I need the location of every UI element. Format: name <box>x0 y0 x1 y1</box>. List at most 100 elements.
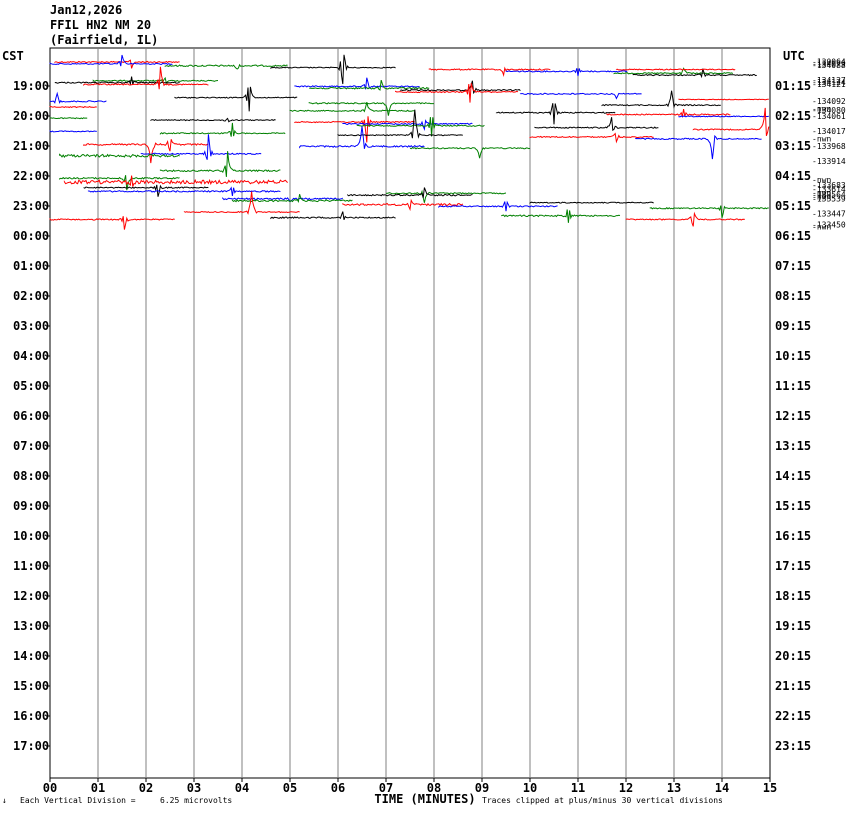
right-hour-label: 03:15 <box>775 139 811 153</box>
x-tick-label: 11 <box>571 781 585 795</box>
right-hour-label: 22:15 <box>775 709 811 723</box>
right-hour-label: 04:15 <box>775 169 811 183</box>
right-annotations: -130064-134079-134088 -134127-134124-1341… <box>812 57 846 231</box>
left-hour-label: 09:00 <box>13 499 49 513</box>
right-hour-label: 07:15 <box>775 259 811 273</box>
trace-line <box>294 116 416 143</box>
x-tick-label: 09 <box>475 781 489 795</box>
trace-line <box>231 194 353 204</box>
right-hour-label: 21:15 <box>775 679 811 693</box>
trace-line <box>428 66 551 77</box>
x-tick-label: 03 <box>187 781 201 795</box>
right-annotation: -130064 <box>812 57 846 66</box>
trace-line <box>649 205 769 219</box>
trace-line <box>270 54 396 85</box>
right-annotation: -133683 <box>812 181 846 190</box>
x-tick-label: 05 <box>283 781 297 795</box>
x-axis-label: TIME (MINUTES) <box>374 792 475 806</box>
right-hour-label: 23:15 <box>775 739 811 753</box>
left-hour-label: 03:00 <box>13 319 49 333</box>
trace-line <box>59 175 180 191</box>
right-annotation: -134061 <box>812 112 846 121</box>
header-location: (Fairfield, IL) <box>50 33 158 47</box>
trace-line <box>534 117 659 132</box>
left-hour-label: 15:00 <box>13 679 49 693</box>
right-annotation: -133450 <box>812 221 846 230</box>
left-hour-label: 11:00 <box>13 559 49 573</box>
trace-line <box>159 122 286 137</box>
trace-line <box>183 191 300 215</box>
trace-line <box>87 186 281 196</box>
trace-line <box>519 92 642 100</box>
right-annotation: -nwn <box>812 104 831 113</box>
footer-division-value: 6.25 microvolts <box>160 796 232 805</box>
trace-line <box>49 91 107 104</box>
left-hour-label: 00:00 <box>13 229 49 243</box>
corner-mark: ↓ <box>2 796 7 805</box>
trace-line <box>606 109 731 119</box>
left-hour-label: 07:00 <box>13 439 49 453</box>
right-hour-label: 11:15 <box>775 379 811 393</box>
right-hour-label: 18:15 <box>775 589 811 603</box>
x-tick-label: 00 <box>43 781 57 795</box>
trace-line <box>615 68 736 71</box>
right-annotation: -nwn <box>812 176 831 185</box>
trace-line <box>174 86 298 112</box>
header-date: Jan12,2026 <box>50 3 122 17</box>
right-hour-label: 14:15 <box>775 469 811 483</box>
right-hour-label: 12:15 <box>775 409 811 423</box>
trace-line <box>54 59 180 69</box>
right-hour-label: 17:15 <box>775 559 811 573</box>
trace-line <box>299 126 425 149</box>
right-hour-label: 02:15 <box>775 109 811 123</box>
trace-line <box>83 139 209 164</box>
left-hour-label: 14:00 <box>13 649 49 663</box>
left-hour-label: 19:00 <box>13 79 49 93</box>
right-annotation: -133968 <box>812 142 846 151</box>
plot-frame <box>49 47 771 779</box>
right-annotation: -133614 <box>812 185 846 194</box>
right-hour-label: 09:15 <box>775 319 811 333</box>
trace-line <box>270 211 396 220</box>
right-annotation: -134124 <box>812 78 846 87</box>
right-annotation: -nwn <box>812 134 831 143</box>
trace-line <box>347 187 473 198</box>
left-hour-label: 20:00 <box>13 109 49 123</box>
right-annotation: -134088 <box>812 61 846 70</box>
trace-line <box>140 134 262 160</box>
trace-line <box>356 117 485 137</box>
grid <box>49 47 771 779</box>
right-annotation: -134080 <box>812 106 846 115</box>
right-annotation: -134092 <box>812 97 846 106</box>
trace-line <box>625 211 745 227</box>
trace-line <box>529 132 654 144</box>
trace-line <box>635 134 762 160</box>
trace-line <box>294 77 420 90</box>
left-hour-label: 10:00 <box>13 529 49 543</box>
x-tick-label: 13 <box>667 781 681 795</box>
right-annotation: -133447 <box>812 209 846 218</box>
right-hour-label: 10:15 <box>775 349 811 363</box>
x-tick-labels: 00 01 02 03 04 05 06 07 08 09 10 11 12 13 14 15 <box>43 778 777 795</box>
x-tick-label: 14 <box>715 781 729 795</box>
trace-line <box>505 68 628 77</box>
left-hour-label: 08:00 <box>13 469 49 483</box>
right-annotation: -133564 <box>812 191 846 200</box>
left-hour-label: 02:00 <box>13 289 49 303</box>
trace-line <box>501 209 621 223</box>
trace-line <box>49 106 97 109</box>
x-tick-label: 01 <box>91 781 105 795</box>
trace-line <box>63 175 288 187</box>
right-annotation: -nwn <box>812 192 831 201</box>
left-hour-label: 16:00 <box>13 709 49 723</box>
x-tick-label: 04 <box>235 781 249 795</box>
left-hour-label: 22:00 <box>13 169 49 183</box>
left-hour-label: 13:00 <box>13 619 49 633</box>
x-tick-label: 10 <box>523 781 537 795</box>
trace-line <box>83 66 209 90</box>
trace-line <box>678 115 769 118</box>
trace-line <box>164 63 288 70</box>
right-hour-labels: 01:15 02:15 03:15 04:15 05:15 06:15 07:15 08:15… <box>775 79 811 753</box>
trace-line <box>308 102 434 116</box>
trace-line <box>342 198 464 212</box>
